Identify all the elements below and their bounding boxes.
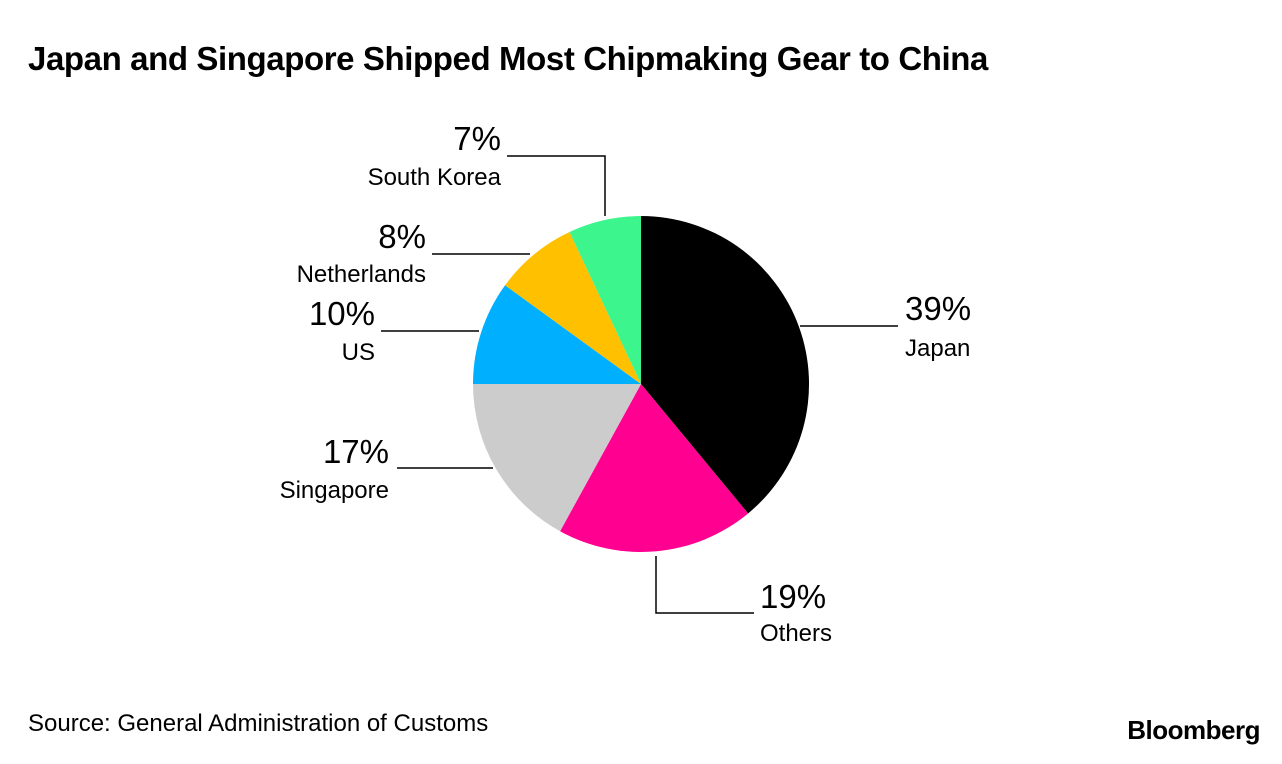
bloomberg-logo: Bloomberg [1127, 715, 1260, 745]
data-label-others: 19% [760, 578, 826, 615]
data-label-us: 10% [309, 295, 375, 332]
category-label-us: US [342, 339, 375, 366]
leader-line-south-korea [507, 155, 606, 216]
category-label-netherlands: Netherlands [297, 261, 426, 288]
data-label-netherlands: 8% [378, 218, 426, 255]
category-label-singapore: Singapore [280, 477, 389, 504]
chart-title: Japan and Singapore Shipped Most Chipmak… [28, 40, 988, 77]
category-label-others: Others [760, 620, 832, 647]
pie-slice-others [560, 384, 749, 553]
pie-slice-us [473, 285, 641, 384]
pie-slice-netherlands [505, 231, 641, 384]
pie-slice-japan [641, 216, 810, 514]
data-label-japan: 39% [905, 290, 971, 327]
pie-slice-singapore [473, 384, 641, 532]
category-label-japan: Japan [905, 335, 970, 362]
data-label-singapore: 17% [323, 433, 389, 470]
category-label-south-korea: South Korea [368, 164, 502, 191]
leader-line-others [655, 556, 754, 614]
data-label-south-korea: 7% [453, 120, 501, 157]
pie-slice-south-korea [569, 216, 641, 384]
source-note: Source: General Administration of Custom… [28, 710, 489, 737]
